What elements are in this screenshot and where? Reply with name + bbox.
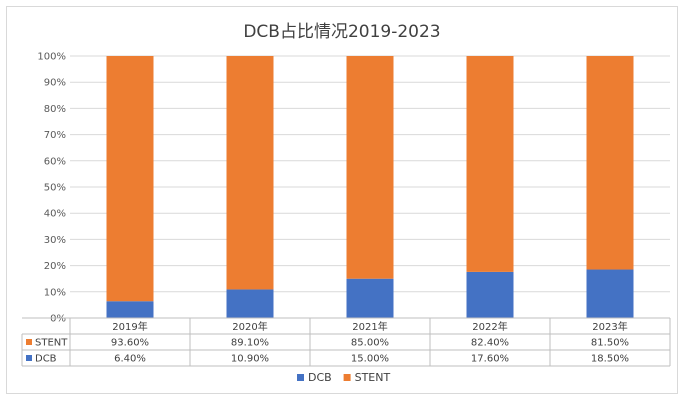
x-tick-label: 2023年 xyxy=(592,320,627,333)
data-label: 18.50% xyxy=(591,354,629,365)
data-label: 6.40% xyxy=(114,354,146,365)
y-axis-ticks: 0% 10% 20% 30% 40% 50% 60% 70% 80% 90% 100% xyxy=(37,52,66,325)
data-table: 2019年 2020年 2021年 2022年 2023年 STENT 93.60% 89.1… xyxy=(21,317,671,367)
bar-dcb xyxy=(226,289,274,318)
legend-label: DCB xyxy=(308,371,332,384)
data-label: 89.10% xyxy=(231,338,269,349)
y-tick-label: 50% xyxy=(44,183,66,194)
table-row-label: STENT xyxy=(35,338,68,349)
table-legend-key xyxy=(26,339,32,345)
bar-dcb xyxy=(466,271,514,318)
y-tick-label: 10% xyxy=(44,287,66,298)
bar-dcb xyxy=(106,301,154,318)
x-tick-label: 2022年 xyxy=(472,320,507,333)
y-tick-label: 30% xyxy=(44,235,66,246)
bar-dcb xyxy=(586,269,634,318)
table-legend-key xyxy=(26,355,32,361)
bar-dcb xyxy=(346,278,394,318)
bar-stent xyxy=(346,56,394,279)
bar-stent xyxy=(466,56,514,272)
bars xyxy=(106,56,634,318)
table-row-label: DCB xyxy=(35,354,57,365)
y-tick-label: 0% xyxy=(50,314,66,325)
data-label: 82.40% xyxy=(471,338,509,349)
data-label: 93.60% xyxy=(111,338,149,349)
data-label: 81.50% xyxy=(591,338,629,349)
y-tick-label: 40% xyxy=(44,209,66,220)
bar-stent xyxy=(226,56,274,290)
bar-stent xyxy=(106,56,154,302)
y-tick-label: 70% xyxy=(44,130,66,141)
data-label: 15.00% xyxy=(351,354,389,365)
stacked-bar-chart: DCB占比情况2019-2023 0% 10% 20% 30% 40% 50% 60% 70%… xyxy=(21,22,671,384)
chart-frame: DCB占比情况2019-2023 0% 10% 20% 30% 40% 50% 60% 70%… xyxy=(6,6,678,394)
y-tick-label: 20% xyxy=(44,261,66,272)
data-label: 85.00% xyxy=(351,338,389,349)
y-tick-label: 90% xyxy=(44,78,66,89)
legend-key xyxy=(343,374,351,381)
legend-label: STENT xyxy=(355,371,391,384)
bar-stent xyxy=(586,56,634,270)
x-tick-label: 2021年 xyxy=(352,320,387,333)
x-tick-label: 2020年 xyxy=(232,320,267,333)
y-tick-label: 80% xyxy=(44,104,66,115)
data-label: 17.60% xyxy=(471,354,509,365)
legend-key xyxy=(297,374,304,381)
chart-title: DCB占比情况2019-2023 xyxy=(243,22,440,42)
legend: DCB STENT xyxy=(297,371,390,384)
y-tick-label: 60% xyxy=(44,156,66,167)
data-label: 10.90% xyxy=(231,354,269,365)
x-tick-label: 2019年 xyxy=(112,320,147,333)
y-tick-label: 100% xyxy=(37,52,66,63)
